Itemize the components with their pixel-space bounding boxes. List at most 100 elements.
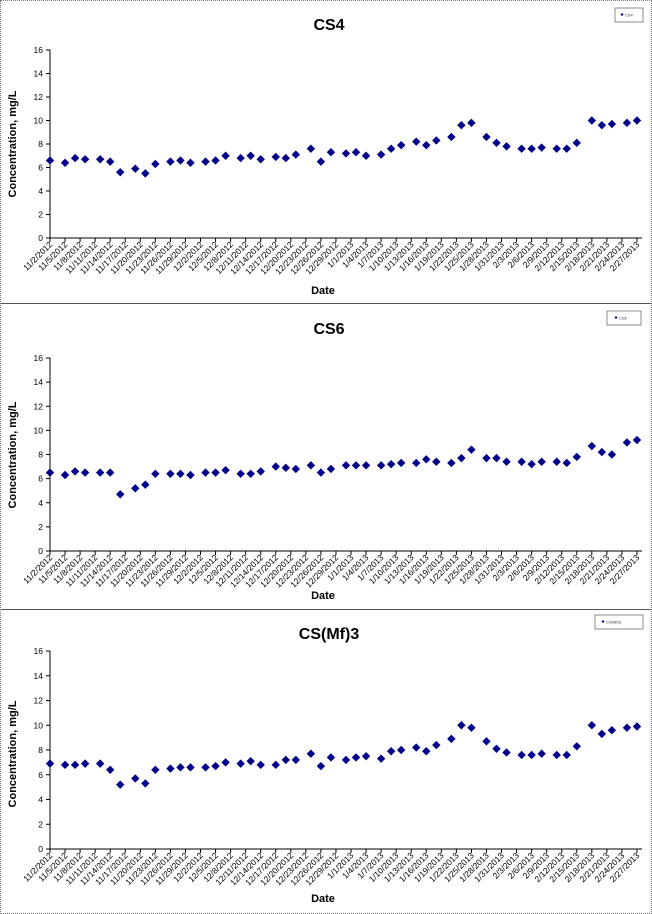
data-point [281,463,290,472]
data-point [527,459,536,469]
legend-label: CS6 [619,316,628,321]
data-point [201,157,210,166]
data-point [341,461,351,470]
y-tick-label: 14 [34,69,44,79]
data-point [351,148,361,157]
y-tick-label: 6 [38,770,43,780]
data-point [622,118,632,128]
y-tick-label: 4 [38,795,43,805]
data-point [106,157,115,166]
data-point [281,755,290,765]
data-point [95,155,105,164]
plot-area: 024681012141611/2/201211/5/201211/8/2012… [21,45,642,276]
data-point [271,760,280,770]
data-point [70,153,80,163]
data-point [467,723,476,732]
y-tick-label: 4 [38,498,43,508]
y-tick-label: 2 [38,210,43,220]
data-point [326,148,336,157]
data-point [537,457,546,466]
data-point [281,153,290,163]
legend-box [614,7,644,23]
data-point [45,759,55,768]
data-point [467,118,476,128]
data-point [256,760,265,770]
data-point [176,156,185,165]
data-point [502,142,511,151]
x-axis-title: Date [311,893,335,905]
data-point [326,753,336,762]
chart-cs4: CS4 Date Concentration, mg/L CS4 0 2 4 6 8 10… [7,7,644,297]
data-point [221,465,230,475]
data-point [552,144,561,153]
data-point [537,143,546,152]
data-point [632,116,642,125]
data-point [141,480,150,489]
legend-box [606,310,642,326]
data-point [572,138,581,148]
data-point [201,468,210,477]
data-point [95,759,105,768]
y-tick-label: 4 [38,186,43,196]
chart-cs-mf-3: CS(Mf)3 Date Concentration, mg/L CS(Mf)3… [7,614,644,905]
y-tick-label: 8 [38,745,43,755]
y-tick-label: 12 [34,92,44,102]
data-point [422,747,431,756]
y-tick-label: 2 [38,819,43,829]
y-tick-label: 10 [34,720,44,730]
data-point [632,722,642,731]
y-tick-label: 16 [34,353,44,363]
data-point [587,116,597,125]
data-point [236,153,245,163]
data-point [457,121,466,130]
data-point [432,457,441,466]
data-point [517,750,526,760]
legend-box [594,614,644,630]
data-point [502,457,511,466]
legend-marker [620,13,624,16]
data-point [412,137,421,146]
data-point [256,467,265,476]
data-point [306,461,316,470]
data-point [106,765,115,774]
data-point [447,734,456,744]
legend-label: CS4 [625,13,634,18]
data-point [587,441,597,451]
data-point [447,458,456,468]
legend-marker [601,620,605,623]
data-point [60,470,70,480]
plot-area: 024681012141611/2/201211/5/201211/8/2012… [21,646,642,887]
data-point [412,743,421,752]
data-point [396,140,406,150]
data-point [376,754,386,763]
data-point [221,151,230,160]
y-tick-label: 8 [38,139,43,149]
data-point [422,140,431,150]
data-point [482,737,491,746]
panel-divider [1,303,651,304]
data-point [537,749,546,758]
data-point [151,159,160,169]
data-point [341,149,351,158]
data-point [291,755,301,765]
data-point [186,763,195,772]
plot-area: 024681012141611/2/201211/5/201211/8/2012… [21,353,642,589]
data-point [166,157,175,166]
y-axis-title: Concentration, mg/L [7,401,19,508]
data-point [632,435,642,445]
data-point [527,750,536,760]
data-point [376,150,386,159]
data-point [361,461,371,470]
data-point [80,759,90,768]
data-point [562,144,571,153]
data-point [80,155,90,164]
y-tick-label: 14 [34,377,44,387]
y-tick-label: 2 [38,522,43,532]
data-point [597,729,607,739]
x-axis-title: Date [311,590,335,602]
data-point [236,469,245,478]
data-point [597,447,607,457]
data-point [517,144,526,153]
data-point [151,765,160,774]
y-tick-label: 16 [34,646,44,656]
